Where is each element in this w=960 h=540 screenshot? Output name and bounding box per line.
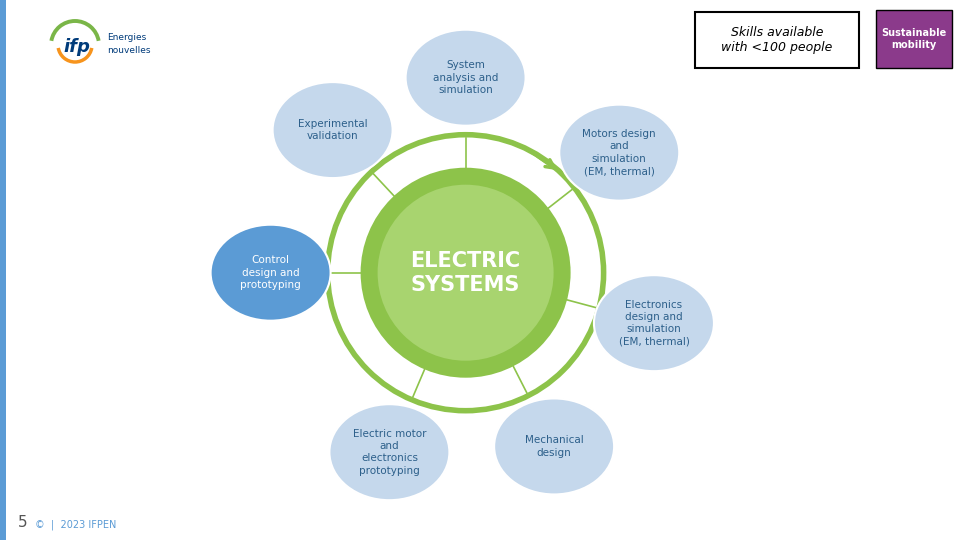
Text: Sustainable
mobility: Sustainable mobility bbox=[881, 28, 947, 50]
Ellipse shape bbox=[405, 30, 525, 126]
Circle shape bbox=[377, 185, 554, 361]
Text: ifp: ifp bbox=[63, 38, 90, 56]
Ellipse shape bbox=[594, 275, 714, 371]
Text: ELECTRIC: ELECTRIC bbox=[411, 251, 520, 271]
Ellipse shape bbox=[273, 82, 393, 178]
Bar bbox=[0, 0, 6, 540]
Text: Control
design and
prototyping: Control design and prototyping bbox=[240, 255, 301, 290]
Text: 5: 5 bbox=[18, 515, 28, 530]
Text: Electric motor
and
electronics
prototyping: Electric motor and electronics prototypi… bbox=[352, 429, 426, 476]
Text: nouvelles: nouvelles bbox=[107, 46, 151, 55]
Circle shape bbox=[361, 168, 570, 377]
Text: System
analysis and
simulation: System analysis and simulation bbox=[433, 60, 498, 95]
Text: SYSTEMS: SYSTEMS bbox=[411, 275, 520, 295]
Text: Motors design
and
simulation
(EM, thermal): Motors design and simulation (EM, therma… bbox=[583, 129, 656, 176]
Ellipse shape bbox=[560, 105, 680, 201]
FancyBboxPatch shape bbox=[876, 10, 952, 68]
Ellipse shape bbox=[329, 404, 449, 500]
Text: Skills available
with <100 people: Skills available with <100 people bbox=[721, 26, 832, 54]
Text: ©  |  2023 IFPEN: © | 2023 IFPEN bbox=[35, 519, 116, 530]
FancyBboxPatch shape bbox=[695, 12, 859, 68]
Ellipse shape bbox=[494, 399, 614, 495]
Text: Mechanical
design: Mechanical design bbox=[525, 435, 584, 457]
Text: Experimental
validation: Experimental validation bbox=[298, 119, 368, 141]
Ellipse shape bbox=[210, 225, 330, 321]
Text: Energies: Energies bbox=[107, 33, 146, 42]
Text: Electronics
design and
simulation
(EM, thermal): Electronics design and simulation (EM, t… bbox=[618, 300, 689, 347]
